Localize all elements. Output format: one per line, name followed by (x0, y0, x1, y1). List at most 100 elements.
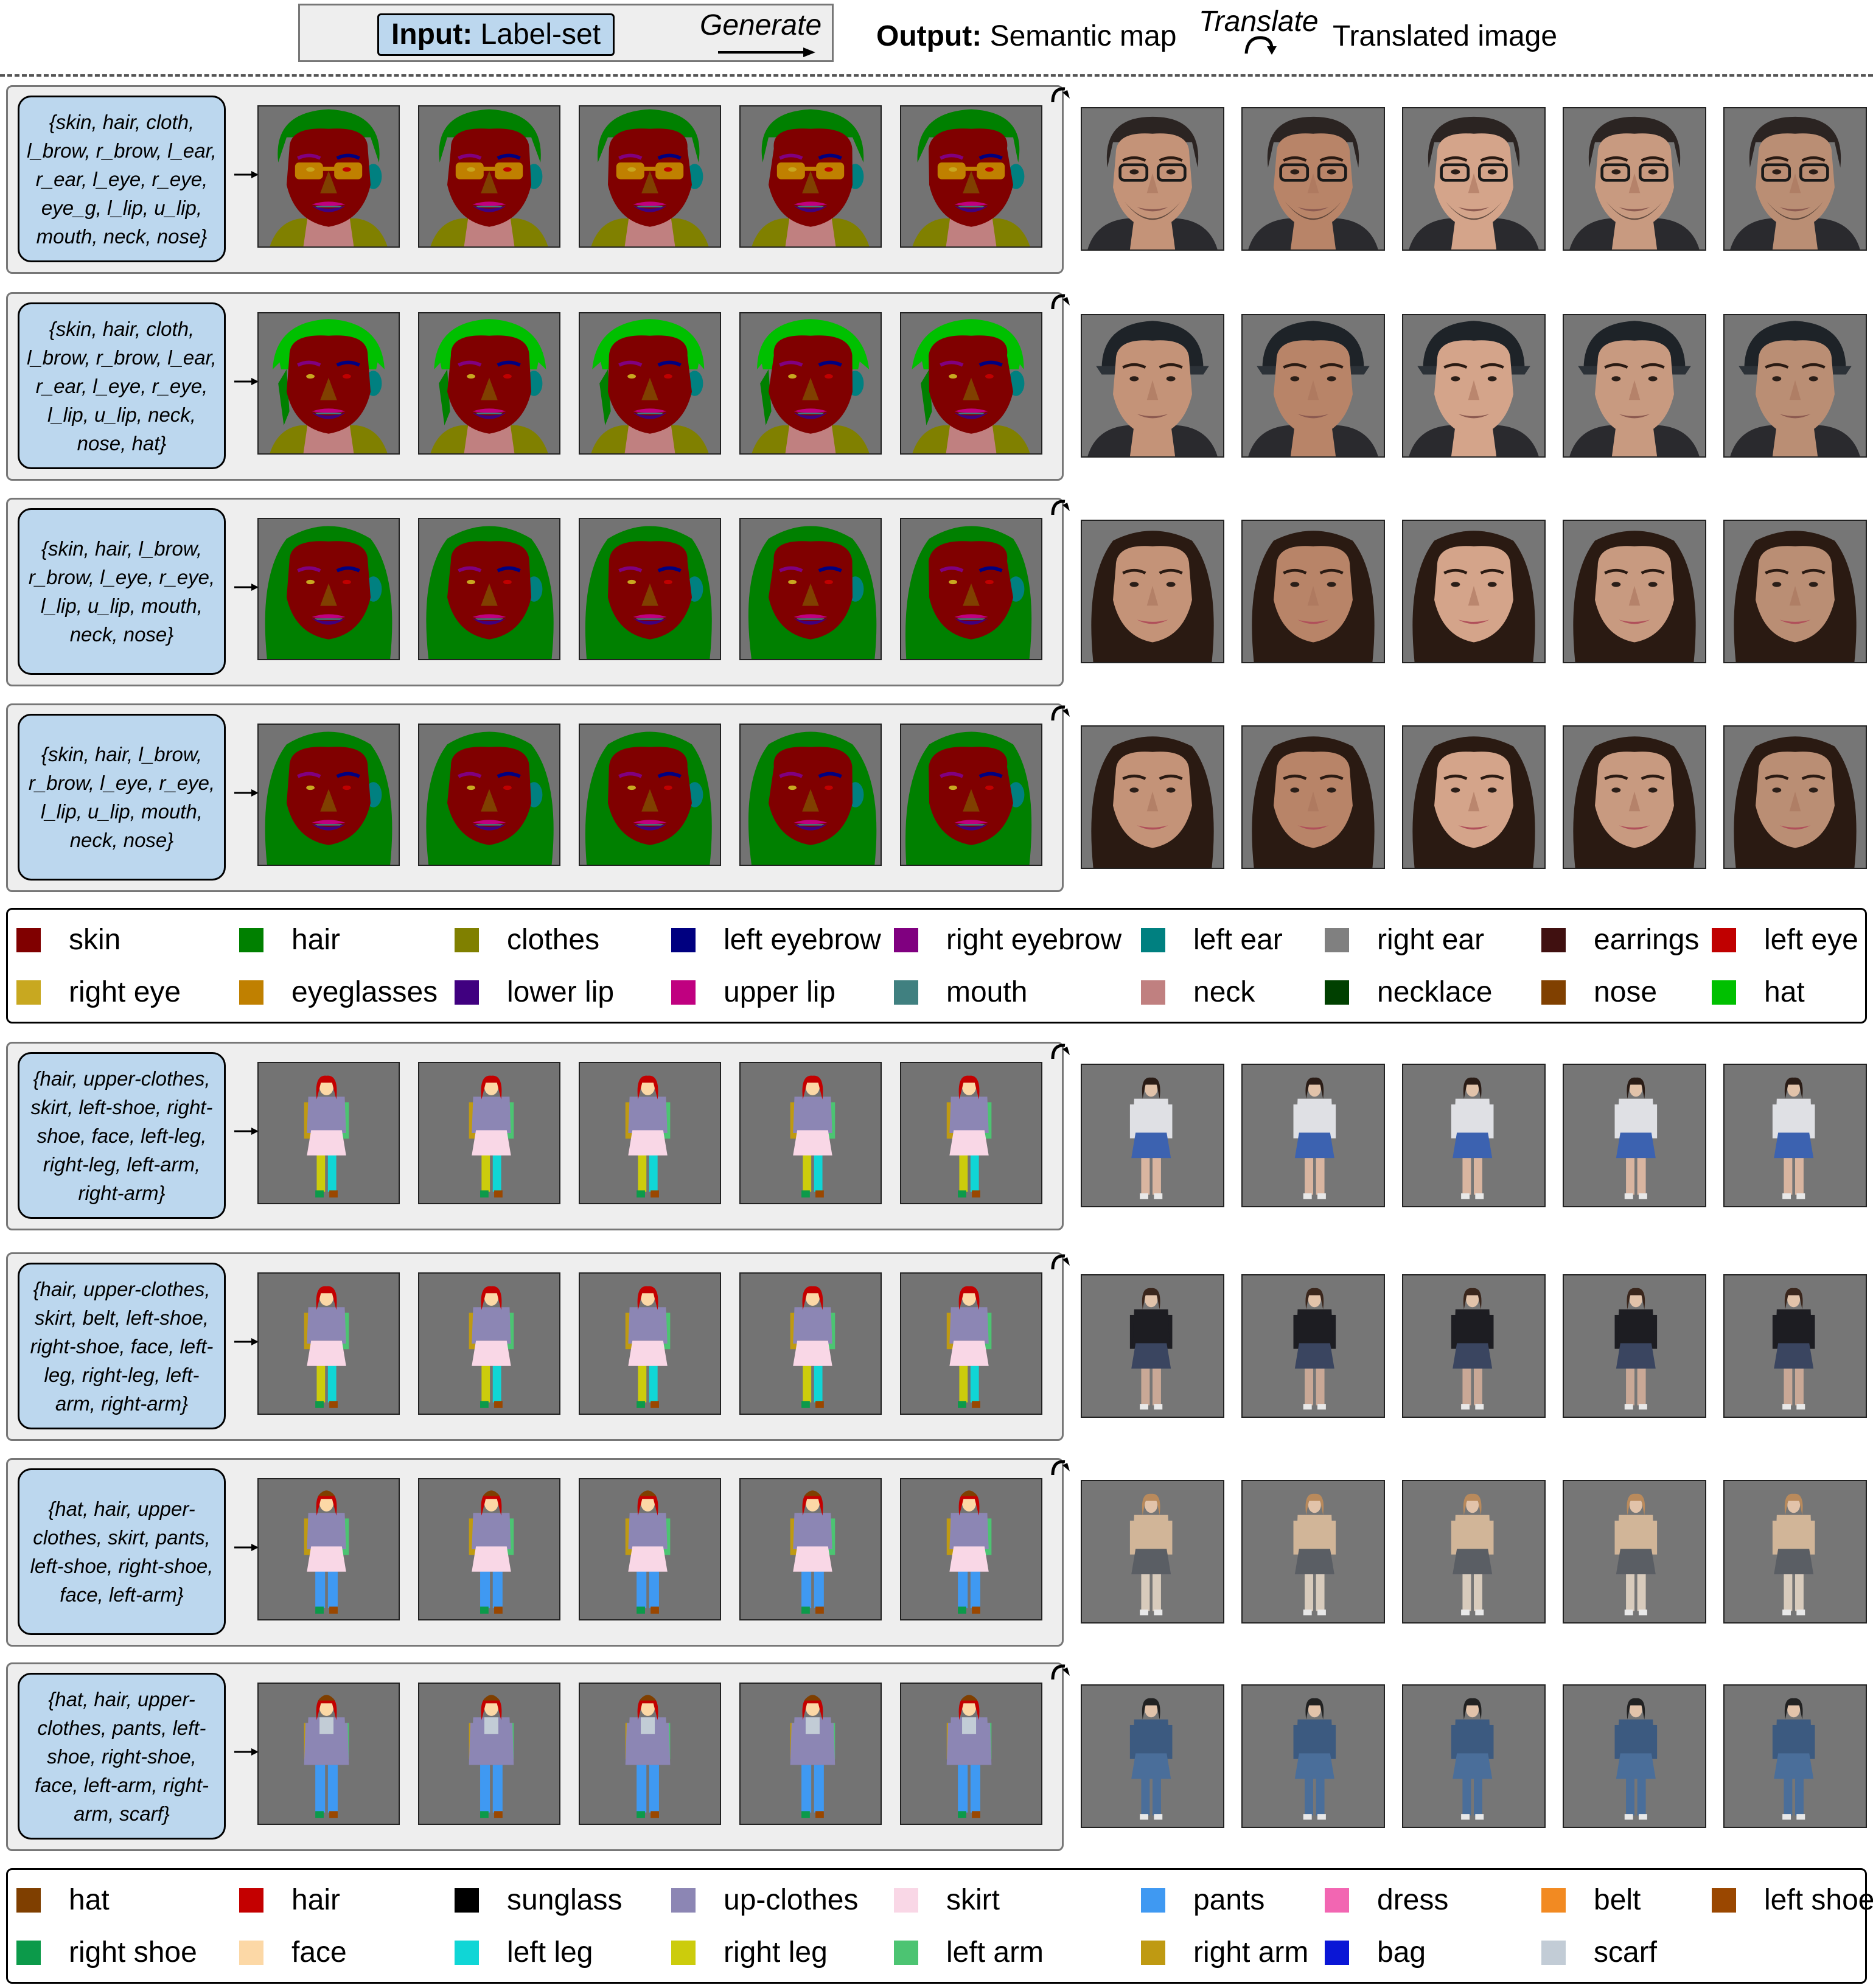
label-set-text: {skin, hair, l_brow, r_brow, l_eye, r_ey… (18, 714, 226, 881)
arrow-right-icon (234, 582, 259, 595)
legend-swatch (1141, 927, 1165, 952)
translate-curve-icon (1049, 497, 1071, 524)
translated-image-2 (1241, 520, 1385, 663)
translated-image-2 (1241, 725, 1385, 869)
translated-image-3 (1402, 1274, 1546, 1418)
legend-item: right eye (16, 975, 181, 1009)
translated-image-label: Translated image (1333, 20, 1558, 52)
legend-label: left leg (507, 1936, 593, 1969)
legend-label: left shoe (1764, 1884, 1873, 1916)
legend-item: upper lip (671, 975, 835, 1009)
semantic-map-4 (739, 312, 882, 455)
label-set-text: {skin, hair, cloth, l_brow, r_brow, l_ea… (18, 302, 226, 469)
legend-label: skirt (946, 1884, 1000, 1916)
semantic-map-1 (257, 518, 400, 660)
legend-label: necklace (1377, 976, 1493, 1008)
legend-swatch (16, 980, 41, 1005)
translate-curve-icon (1049, 1457, 1071, 1484)
legend-label: upper lip (724, 976, 836, 1008)
semantic-map-3 (579, 1272, 721, 1415)
translate-curve-icon (1049, 291, 1071, 318)
output-text: Semantic map (989, 20, 1177, 52)
legend-item: face (239, 1936, 347, 1969)
input-bold: Input: (391, 18, 473, 51)
legend-swatch (1712, 927, 1736, 952)
face-row-2: {skin, hair, cloth, l_brow, r_brow, l_ea… (6, 292, 1064, 481)
label-set-text: {skin, hair, l_brow, r_brow, l_eye, r_ey… (18, 508, 226, 675)
legend-item: hat (16, 1883, 110, 1917)
translated-image-1 (1081, 107, 1224, 251)
legend-swatch (1541, 927, 1566, 952)
semantic-map-1 (257, 1272, 400, 1415)
legend-swatch (1141, 980, 1165, 1005)
legend-swatch (239, 927, 263, 952)
output-bold: Output: (876, 20, 982, 52)
translated-image-5 (1723, 1480, 1867, 1624)
legend-swatch (894, 1888, 918, 1913)
semantic-map-2 (418, 518, 560, 660)
legend-swatch (894, 980, 918, 1005)
translated-image-1 (1081, 725, 1224, 869)
legend-item: skirt (894, 1883, 1000, 1917)
legend-item: bag (1325, 1936, 1426, 1969)
label-set-text: {hat, hair, upper-clothes, pants, left-s… (18, 1673, 226, 1840)
body-row-1: {hair, upper-clothes, skirt, left-shoe, … (6, 1042, 1064, 1230)
label-set-text: {hat, hair, upper-clothes, skirt, pants,… (18, 1468, 226, 1635)
legend-label: dress (1377, 1884, 1449, 1916)
arrow-right-icon (234, 1543, 259, 1555)
generate-arrow-icon (718, 47, 815, 57)
legend-swatch (455, 1888, 479, 1913)
label-set-text: {hair, upper-clothes, skirt, left-shoe, … (18, 1052, 226, 1219)
translated-image-1 (1081, 1480, 1224, 1624)
legend-label: eyeglasses (291, 976, 438, 1008)
legend-swatch (671, 1940, 696, 1965)
arrow-right-icon (234, 788, 259, 801)
legend-swatch (16, 927, 41, 952)
legend-item: up-clothes (671, 1883, 858, 1917)
legend-item: left eyebrow (671, 923, 881, 957)
legend-label: nose (1594, 976, 1658, 1008)
legend-swatch (1712, 1888, 1736, 1913)
legend-label: left eyebrow (724, 924, 881, 956)
legend-swatch (239, 980, 263, 1005)
translated-image-3 (1402, 107, 1546, 251)
legend-swatch (455, 1940, 479, 1965)
legend-item: right ear (1325, 923, 1484, 957)
arrow-right-icon (234, 1747, 259, 1760)
semantic-map-4 (739, 1062, 882, 1204)
legend-swatch (1325, 1940, 1349, 1965)
semantic-map-3 (579, 1062, 721, 1204)
semantic-map-5 (900, 1478, 1042, 1620)
legend-label: right eyebrow (946, 924, 1122, 956)
legend-label: left eye (1764, 924, 1858, 956)
legend-label: right shoe (69, 1936, 197, 1969)
legend-item: left arm (894, 1936, 1044, 1969)
legend-item: skin (16, 923, 120, 957)
legend-swatch (16, 1940, 41, 1965)
semantic-map-5 (900, 1683, 1042, 1825)
semantic-map-5 (900, 105, 1042, 248)
legend-swatch (16, 1888, 41, 1913)
semantic-map-1 (257, 105, 400, 248)
legend-item: eyeglasses (239, 975, 438, 1009)
semantic-map-4 (739, 105, 882, 248)
translated-image-5 (1723, 1684, 1867, 1828)
translate-curve-icon (1049, 84, 1071, 111)
semantic-map-4 (739, 1478, 882, 1620)
header-divider (0, 74, 1873, 77)
face-row-4: {skin, hair, l_brow, r_brow, l_eye, r_ey… (6, 703, 1064, 892)
legend-label: neck (1193, 976, 1255, 1008)
legend-item: necklace (1325, 975, 1492, 1009)
legend-swatch (239, 1940, 263, 1965)
semantic-map-4 (739, 724, 882, 866)
legend-label: hair (291, 924, 341, 956)
translate-curve-icon (1049, 1661, 1071, 1689)
translated-image-4 (1563, 520, 1706, 663)
translated-image-1 (1081, 1064, 1224, 1207)
translated-image-4 (1563, 725, 1706, 869)
body-row-2: {hair, upper-clothes, skirt, belt, left-… (6, 1252, 1064, 1441)
legend-swatch (1712, 980, 1736, 1005)
legend-label: skin (69, 924, 121, 956)
legend-label: clothes (507, 924, 600, 956)
legend-item: left eye (1712, 923, 1858, 957)
